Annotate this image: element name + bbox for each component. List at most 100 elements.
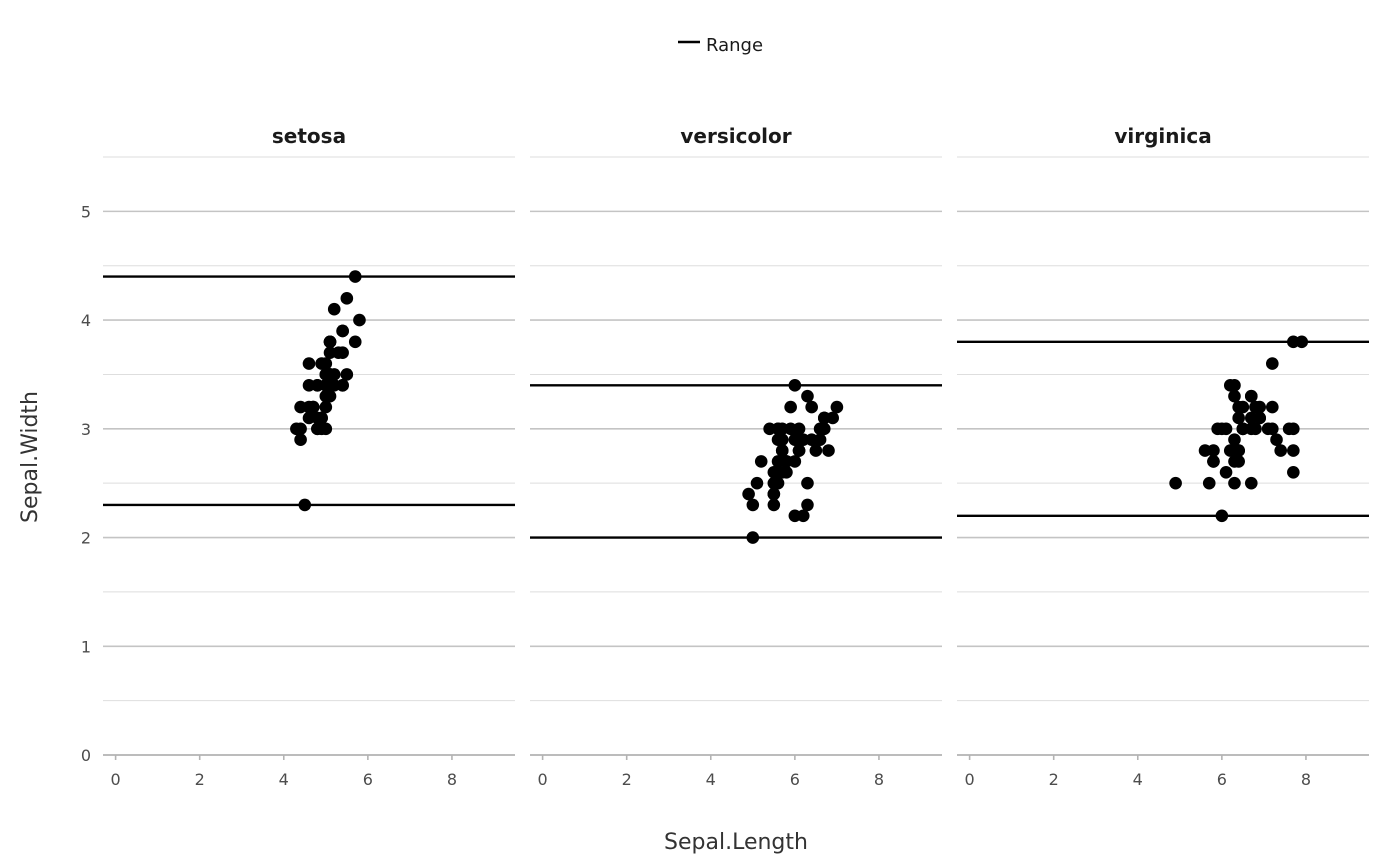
panel-virginica: virginica 0 2 4 6 8: [957, 124, 1369, 789]
data-point: [822, 444, 835, 457]
data-point: [1202, 476, 1216, 490]
x-tick-label: 8: [447, 770, 457, 789]
data-point: [1287, 466, 1300, 479]
data-point: [1232, 400, 1245, 414]
data-point: [319, 389, 333, 403]
panel-title-virginica: virginica: [1114, 124, 1211, 148]
y-tick-label: 3: [81, 420, 91, 439]
data-point: [801, 476, 814, 490]
data-point: [1169, 476, 1182, 490]
legend: Range: [678, 35, 763, 56]
data-point: [788, 455, 802, 468]
data-point: [353, 313, 366, 327]
data-point: [775, 444, 789, 457]
x-tick-label: 6: [790, 770, 800, 789]
data-point: [775, 422, 789, 436]
x-tick-label: 8: [1301, 770, 1311, 789]
data-point: [1207, 455, 1220, 468]
data-point: [336, 324, 349, 338]
data-point: [780, 466, 793, 479]
data-point: [1211, 422, 1224, 436]
data-point: [1287, 422, 1300, 436]
data-point: [746, 531, 760, 544]
data-point: [775, 433, 789, 446]
x-tick-label: 2: [195, 770, 205, 789]
data-point: [742, 487, 755, 501]
x-tick-label: 0: [111, 770, 121, 789]
y-tick-label: 1: [81, 637, 91, 656]
data-point: [340, 368, 354, 381]
data-point: [801, 498, 814, 512]
data-point: [319, 368, 333, 381]
data-point: [746, 498, 760, 512]
x-tick-label: 6: [1217, 770, 1227, 789]
data-point: [784, 400, 797, 414]
data-point: [315, 411, 328, 425]
x-axis-title: Sepal.Length: [664, 830, 808, 855]
data-point: [315, 357, 328, 370]
legend-label-range: Range: [706, 35, 763, 56]
data-point: [796, 433, 810, 446]
x-tick-label: 2: [622, 770, 632, 789]
data-point: [1228, 433, 1241, 446]
data-point: [801, 389, 814, 403]
x-tick-label: 4: [279, 770, 289, 789]
data-point: [1228, 476, 1241, 490]
data-point: [817, 422, 831, 436]
y-axis-title: Sepal.Width: [18, 391, 43, 523]
panel-title-setosa: setosa: [272, 124, 346, 148]
data-point: [340, 292, 354, 305]
data-point: [319, 400, 333, 414]
data-point: [1274, 444, 1288, 457]
data-point: [327, 302, 341, 316]
y-tick-label: 5: [81, 202, 91, 221]
data-point: [805, 400, 818, 414]
data-point: [1270, 433, 1283, 446]
data-point: [294, 422, 307, 436]
data-point: [336, 379, 349, 392]
data-point: [298, 498, 312, 512]
data-point: [311, 422, 324, 436]
data-point: [1215, 509, 1229, 523]
x-tick-label: 4: [706, 770, 716, 789]
panel-versicolor: versicolor 0 2 4 6 8: [530, 124, 942, 789]
panel-setosa: setosa 0 2 4 6 8 0 1 2 3 4 5: [81, 124, 515, 789]
x-tick-label: 2: [1049, 770, 1059, 789]
data-point: [1266, 357, 1279, 370]
data-point: [1228, 455, 1241, 468]
data-point: [771, 455, 785, 468]
data-point: [792, 444, 806, 457]
data-point: [830, 400, 844, 414]
data-point: [788, 379, 802, 392]
data-point: [1228, 444, 1241, 457]
data-point: [294, 433, 307, 446]
data-point: [348, 335, 362, 349]
data-point: [817, 411, 831, 425]
panel-title-versicolor: versicolor: [680, 124, 791, 148]
data-point: [767, 466, 781, 479]
x-tick-label: 6: [363, 770, 373, 789]
data-point: [754, 455, 768, 468]
data-point: [323, 335, 337, 349]
data-point: [792, 422, 806, 436]
data-point: [323, 379, 337, 392]
data-point: [1253, 411, 1266, 425]
data-point: [1219, 466, 1233, 479]
data-point: [1232, 411, 1245, 425]
x-tick-label: 0: [965, 770, 975, 789]
data-point: [750, 476, 764, 490]
data-point: [796, 509, 810, 523]
x-tick-label: 4: [1133, 770, 1143, 789]
y-tick-label: 4: [81, 311, 91, 330]
y-tick-label: 0: [81, 746, 91, 765]
data-point: [1223, 379, 1237, 392]
data-point: [1249, 400, 1262, 414]
data-point: [1198, 444, 1212, 457]
data-point: [302, 357, 316, 370]
y-tick-label: 2: [81, 529, 91, 548]
data-point: [767, 498, 781, 512]
data-point: [1287, 444, 1300, 457]
x-tick-label: 0: [538, 770, 548, 789]
